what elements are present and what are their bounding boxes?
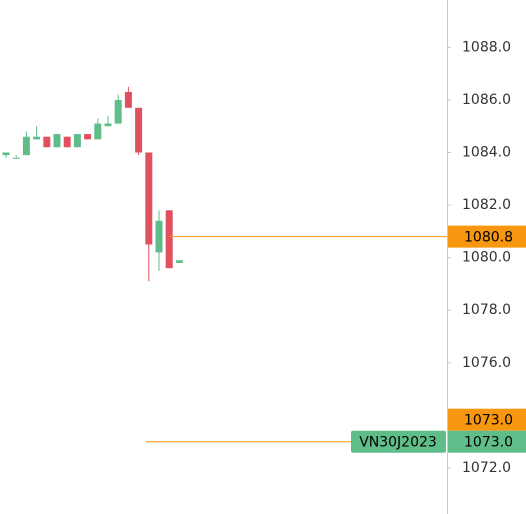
- order-price-box-top: [448, 408, 526, 431]
- candle-body: [104, 123, 112, 127]
- candle-body: [124, 92, 132, 108]
- last-price-label: 1080.8: [464, 230, 513, 246]
- candle-body: [114, 99, 122, 124]
- candle-body: [33, 136, 41, 140]
- candle-body: [155, 220, 163, 253]
- candle-body: [12, 157, 20, 159]
- candle-body: [145, 152, 153, 245]
- candle-body: [84, 134, 92, 140]
- y-tick-label: 1076.0: [462, 355, 511, 371]
- y-tick-label: 1078.0: [462, 302, 511, 318]
- y-tick-label: 1084.0: [462, 144, 511, 160]
- order-price-label-top: 1073.0: [464, 413, 513, 429]
- last-price-box: [448, 225, 526, 248]
- candle-body: [53, 134, 61, 148]
- candle-body: [135, 107, 143, 153]
- candle-body: [94, 123, 102, 140]
- y-tick-label: 1082.0: [462, 197, 511, 213]
- candle-body: [73, 134, 81, 148]
- candle-body: [175, 260, 183, 263]
- y-tick-label: 1072.0: [462, 460, 511, 476]
- candle-body: [165, 210, 173, 269]
- y-tick-label: 1080.0: [462, 250, 511, 266]
- order-name-box: [351, 430, 446, 453]
- candle-body: [22, 136, 30, 156]
- candle-body: [2, 152, 10, 156]
- y-tick-label: 1088.0: [462, 39, 511, 55]
- candle-body: [63, 136, 71, 148]
- candle-body: [43, 136, 51, 148]
- order-price-box: [448, 430, 526, 453]
- order-name: VN30J2023: [359, 435, 437, 451]
- order-price-label: 1073.0: [464, 435, 513, 451]
- y-tick-label: 1086.0: [462, 92, 511, 108]
